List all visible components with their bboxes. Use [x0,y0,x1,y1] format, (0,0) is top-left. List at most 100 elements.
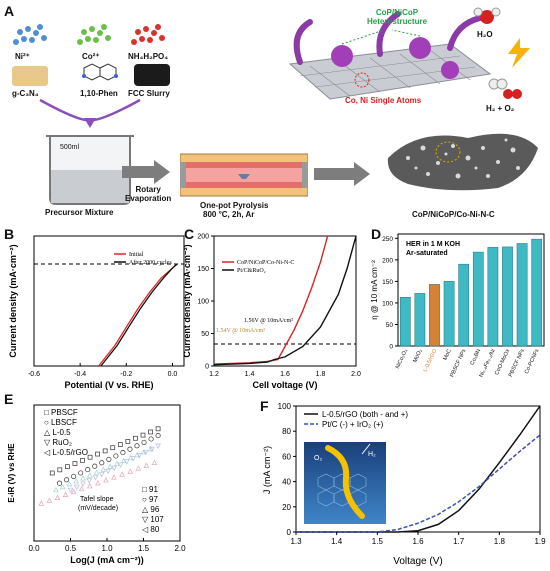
d-ytick-4: 200 [382,257,393,264]
e-point [140,432,146,438]
arrow-right-icon-2 [314,162,370,186]
c-ytick-4: 200 [197,234,209,241]
d-ytick-2: 100 [382,300,393,307]
e-point [106,456,112,462]
e-point [73,484,80,490]
e-point [130,456,136,462]
f-legend-l05: L-0.5/rGO (both - and +) [322,410,408,419]
e-point [120,450,126,456]
panel-e-chart: 0.0 0.5 1.0 1.5 2.0 □ PBSCF○ LBSCF△ L-0.5▽ R… [7,404,186,565]
panel-letter-a: A [4,3,15,19]
hetero-label: CoP/NiCoP Heterostructure [367,8,428,26]
e-xtick-4: 2.0 [174,544,186,553]
label-ni: Ni²⁺ [15,52,30,61]
b-series-0 [98,263,178,367]
b-series-1 [100,263,178,367]
f-ytick-1: 20 [282,503,291,512]
e-point [65,464,70,470]
e-legend-4: ◁ L-0.5/rGO [44,448,88,457]
e-point [114,460,120,466]
bar-4 [458,263,470,347]
e-point [136,453,143,459]
b-xtick-2: -0.2 [120,371,132,378]
e-point [125,439,131,444]
e-point [148,429,153,435]
e-point [111,474,117,480]
bar-label-1: MoO₂ [412,348,423,363]
panel-letter-c: C [184,226,195,242]
e-legend-0: □ PBSCF [44,408,78,417]
d-ytick-3: 150 [382,279,393,286]
label-phen: 1,10-Phen [80,89,118,98]
d-title-1: HER in 1 M KOH [406,241,460,248]
precursor-icons [12,24,170,86]
bar-0 [399,297,411,347]
e-point [134,443,140,449]
e-point [148,446,154,452]
f-xtick-5: 1.8 [494,537,506,546]
e-xlabel: Log(J (mA cm⁻²)) [70,555,143,565]
e-point [135,465,142,471]
f-ylabel: J (mA cm⁻²) [262,446,272,494]
e-tafel-title: Tafel slope [80,496,114,503]
e-point [78,470,84,476]
e-point [92,475,99,481]
e-point [113,453,119,459]
product-sheet-icon [387,133,538,191]
bar-9 [531,238,543,347]
e-point [124,459,130,465]
lightning-icon [508,38,530,68]
f-xtick-4: 1.7 [453,537,465,546]
e-point [49,470,55,476]
f-series-0 [296,405,541,533]
b-xtick-3: 0.0 [168,371,178,378]
bar-6 [487,247,499,347]
label-nh4: NH₄H₂PO₄ [128,52,169,61]
d-title-2: Ar-saturated [406,250,448,257]
c-annotation-1: 1.56V @ 10mA/cm² [244,318,293,324]
e-point [54,494,61,500]
e-point [38,500,45,506]
f-inset-o2: O₂ [314,455,322,462]
label-gc3n4: g-C₃N₄ [12,89,39,98]
furnace-title: One-pot Pyrolysis [200,201,269,210]
e-point [56,480,63,486]
f-inset-illustration [304,442,386,524]
c-ytick-1: 50 [201,331,209,338]
e-xtick-3: 1.5 [138,544,150,553]
e-point [59,483,66,490]
product-caption: CoP/NiCoP/Co-Ni-N-C [412,210,495,219]
e-legend-3: ▽ RuO₂ [44,438,72,447]
e-point [151,459,158,465]
e-point [127,446,133,452]
f-legend-ptc: Pt/C (-) + IrO₂ (+) [322,420,384,429]
precursor-caption: Precursor Mixture [45,208,114,217]
b-legend-after: After 2000 cycles [129,259,172,266]
e-point [127,468,133,474]
e-point [155,433,161,439]
c-annotation-2: 1.54V @ 10mA/cm² [216,328,265,334]
b-xlabel: Potential (V vs. RHE) [64,380,153,390]
e-tafel-4: ◁ 80 [142,525,160,534]
e-point [99,472,105,478]
c-ytick-0: 0 [205,364,209,371]
e-tafel-0: □ 91 [142,485,159,494]
e-point [46,497,53,503]
c-xtick-3: 1.8 [316,371,326,378]
bar-label-9: Co-PCNFs [524,348,541,375]
bar-1 [414,293,426,347]
e-point [95,480,101,486]
panel-f-chart: O₂ H₂ 1.3 1.4 1.5 1.6 1.7 1.8 1.9020406080100 … [262,402,546,567]
e-point [134,451,141,458]
e-point [70,488,77,495]
label-fcc: FCC Slurry [128,89,170,98]
nanotube-icon [293,19,313,65]
f-ytick-2: 40 [282,478,291,487]
phen-molecule-icon [82,63,118,81]
panel-letter-f: F [260,398,269,414]
f-xlabel: Voltage (V) [393,556,442,567]
arrow-right-icon [122,160,170,184]
products-label: H₂ + O₂ [486,104,515,113]
e-point [71,473,77,479]
e-point [117,462,124,468]
